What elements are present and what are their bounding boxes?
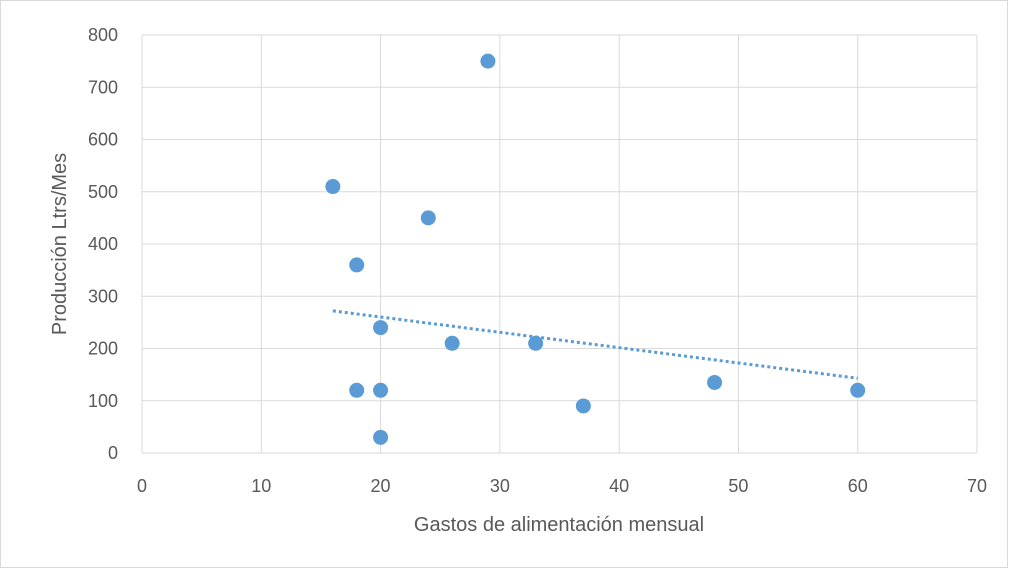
y-tick-label-0: 0 (108, 443, 118, 463)
data-point-7 (444, 335, 460, 351)
y-tick-labels: 0 100 200 300 400 500 600 700 800 (88, 25, 118, 463)
data-point-6 (420, 210, 436, 226)
data-point-5 (373, 429, 389, 445)
y-tick-label-6: 600 (88, 130, 118, 150)
data-point-1 (349, 257, 365, 273)
trendline-group (332, 309, 858, 380)
x-tick-label-4: 40 (609, 476, 629, 496)
data-point-0 (325, 179, 341, 195)
trendline (332, 309, 858, 380)
x-tick-label-5: 50 (728, 476, 748, 496)
x-tick-label-6: 60 (848, 476, 868, 496)
data-point-11 (707, 374, 723, 390)
y-tick-label-8: 800 (88, 25, 118, 45)
y-tick-label-5: 500 (88, 182, 118, 202)
data-point-4 (373, 382, 389, 398)
data-point-12 (850, 382, 866, 398)
x-tick-labels: 0 10 20 30 40 50 60 70 (137, 476, 987, 496)
y-tick-label-4: 400 (88, 234, 118, 254)
data-points (325, 53, 866, 445)
x-tick-label-7: 70 (967, 476, 987, 496)
data-point-2 (349, 382, 365, 398)
y-axis-title: Producción Ltrs/Mes (49, 153, 71, 335)
y-tick-label-3: 300 (88, 286, 118, 306)
x-tick-label-0: 0 (137, 476, 147, 496)
gridlines (141, 34, 978, 454)
x-axis-title: Gastos de alimentación mensual (414, 514, 704, 536)
data-point-9 (528, 335, 544, 351)
y-tick-label-7: 700 (88, 77, 118, 97)
x-tick-label-3: 30 (490, 476, 510, 496)
y-tick-label-1: 100 (88, 391, 118, 411)
x-tick-label-2: 20 (371, 476, 391, 496)
data-point-8 (480, 53, 496, 69)
data-point-3 (373, 320, 389, 336)
data-point-10 (575, 398, 591, 414)
x-tick-label-1: 10 (251, 476, 271, 496)
y-tick-label-2: 200 (88, 339, 118, 359)
